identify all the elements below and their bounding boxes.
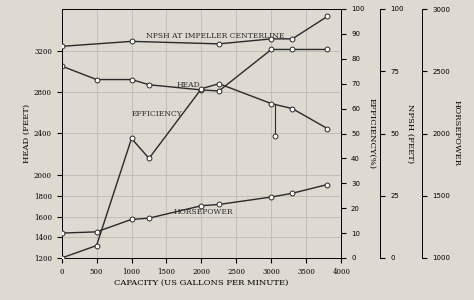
Y-axis label: NPSH (FEET): NPSH (FEET) [406,104,414,163]
Text: HEAD: HEAD [177,81,201,89]
Text: NPSH AT IMPELLER CENTERLINE: NPSH AT IMPELLER CENTERLINE [146,32,284,40]
X-axis label: CAPACITY (US GALLONS PER MINUTE): CAPACITY (US GALLONS PER MINUTE) [114,278,289,286]
Text: EFFICIENCY: EFFICIENCY [131,110,182,118]
Y-axis label: HEAD (FEET): HEAD (FEET) [23,104,31,163]
Y-axis label: EFFICIENCY(%): EFFICIENCY(%) [367,98,375,169]
Y-axis label: HORSEPOWER: HORSEPOWER [453,100,461,166]
Text: HORSEPOWER: HORSEPOWER [173,208,233,216]
